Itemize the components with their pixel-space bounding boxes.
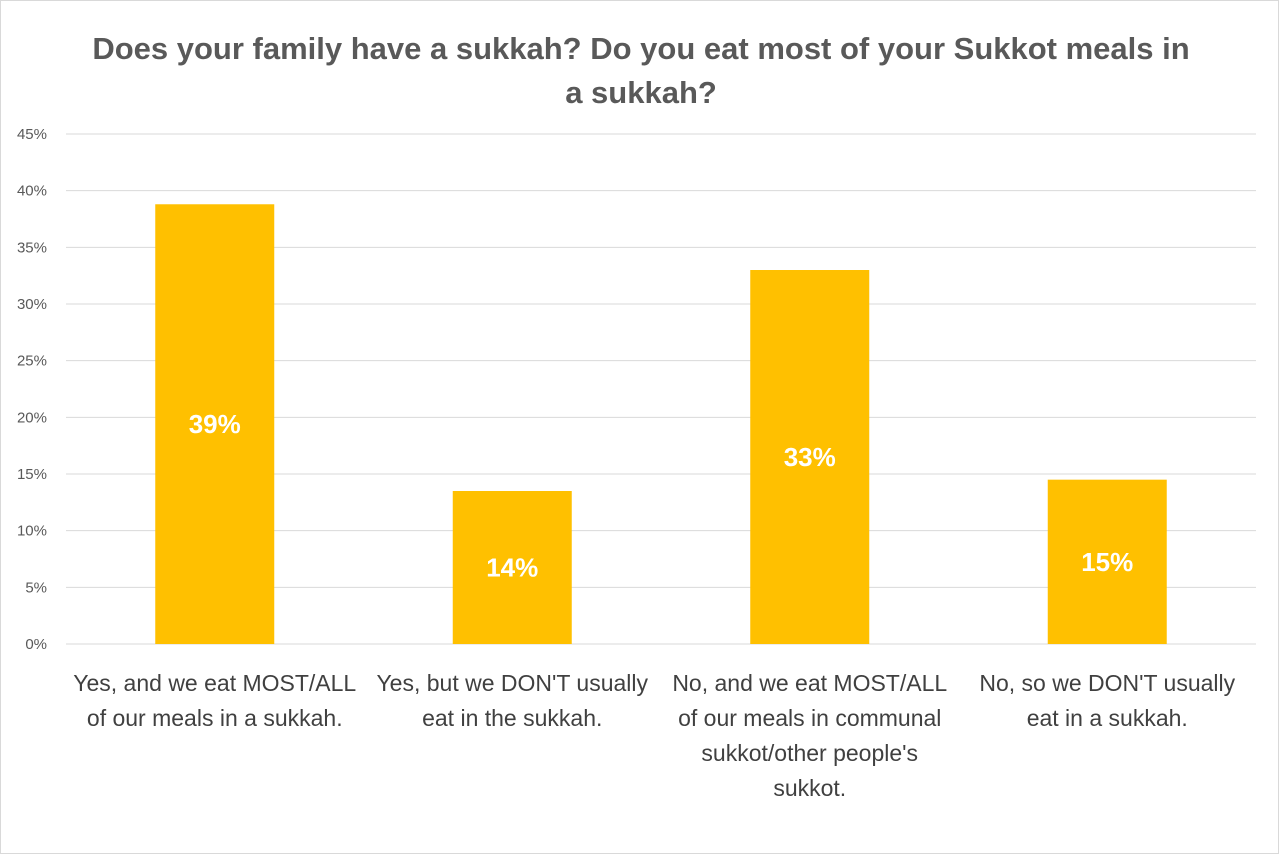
y-tick-label: 30%: [17, 296, 47, 313]
y-tick-label: 25%: [17, 353, 47, 370]
y-tick-label: 20%: [17, 409, 47, 426]
bar: [1047, 479, 1167, 644]
bar-data-label: 15%: [1081, 547, 1133, 577]
bar: [452, 491, 572, 644]
y-tick-label: 5%: [25, 579, 47, 596]
x-category-label: Yes, but we DON'T usually eat in the suk…: [376, 670, 649, 731]
bar-data-label: 39%: [189, 409, 241, 439]
bar: [155, 204, 275, 644]
bar: [750, 270, 870, 644]
bar-data-label: 14%: [486, 553, 538, 583]
y-tick-label: 0%: [25, 636, 47, 653]
chart-title: Does your family have a sukkah? Do you e…: [92, 31, 1190, 110]
x-category-label: No, so we DON'T usually eat in a sukkah.: [979, 670, 1236, 731]
bar-data-label: 33%: [784, 442, 836, 472]
x-category-label: Yes, and we eat MOST/ALL of our meals in…: [73, 670, 357, 731]
y-tick-label: 15%: [17, 466, 47, 483]
y-tick-label: 35%: [17, 239, 47, 256]
y-tick-label: 40%: [17, 183, 47, 200]
x-category-label: No, and we eat MOST/ALL of our meals in …: [672, 670, 948, 801]
y-tick-label: 45%: [17, 126, 47, 143]
y-tick-label: 10%: [17, 523, 47, 540]
